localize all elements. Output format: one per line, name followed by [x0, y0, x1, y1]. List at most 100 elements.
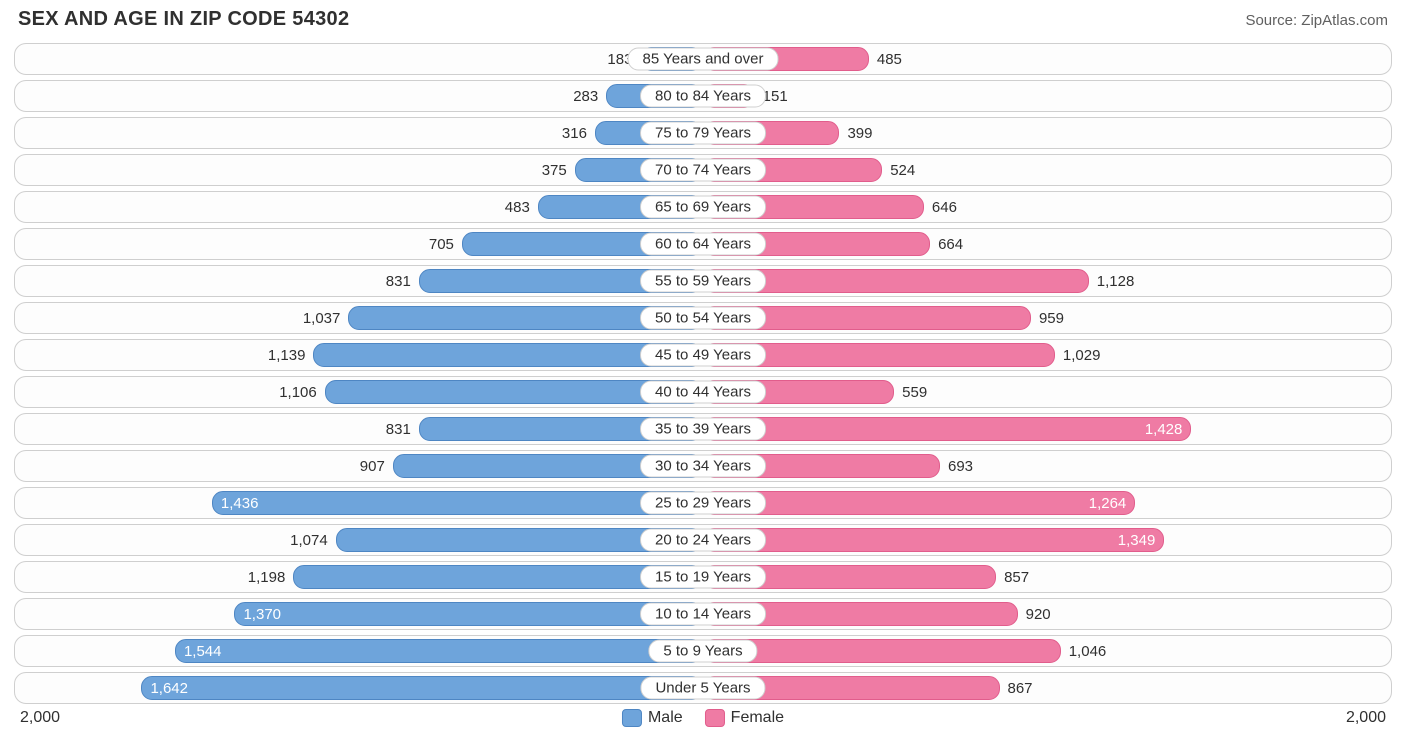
age-category-label: 25 to 29 Years [640, 492, 766, 515]
male-value: 1,370 [235, 606, 289, 623]
female-half: 920 [703, 602, 1387, 626]
male-half: 1,139 [19, 343, 703, 367]
chart-source: Source: ZipAtlas.com [1245, 12, 1388, 29]
female-half: 1,128 [703, 269, 1387, 293]
male-half: 1,436 [19, 491, 703, 515]
female-bar: 1,428 [703, 417, 1191, 441]
male-half: 1,074 [19, 528, 703, 552]
female-half: 664 [703, 232, 1387, 256]
axis-left-max: 2,000 [20, 709, 60, 727]
female-half: 959 [703, 306, 1387, 330]
male-half: 283 [19, 84, 703, 108]
male-half: 1,544 [19, 639, 703, 663]
chart-row: 1,10655940 to 44 Years [14, 376, 1392, 408]
female-half: 693 [703, 454, 1387, 478]
age-category-label: 40 to 44 Years [640, 381, 766, 404]
male-half: 183 [19, 47, 703, 71]
chart-row: 28315180 to 84 Years [14, 80, 1392, 112]
age-category-label: 85 Years and over [628, 48, 779, 71]
male-bar: 1,642 [141, 676, 703, 700]
male-value: 831 [378, 421, 419, 438]
male-value: 831 [378, 273, 419, 290]
legend: Male Female [622, 709, 784, 727]
male-value: 1,544 [176, 643, 230, 660]
male-bar: 1,436 [212, 491, 703, 515]
male-value: 1,106 [271, 384, 325, 401]
female-half: 524 [703, 158, 1387, 182]
chart-row: 70566460 to 64 Years [14, 228, 1392, 260]
male-value: 1,074 [282, 532, 336, 549]
male-value: 375 [534, 162, 575, 179]
female-half: 1,029 [703, 343, 1387, 367]
chart-title: SEX AND AGE IN ZIP CODE 54302 [18, 8, 349, 31]
legend-female: Female [705, 709, 784, 727]
chart-row: 907 69330 to 34 Years [14, 450, 1392, 482]
female-half: 1,428 [703, 417, 1387, 441]
chart-row: 1,074 1,349 20 to 24 Years [14, 524, 1392, 556]
chart-rows: 183 485 85 Years and over 28315180 to 84 Ye… [14, 43, 1392, 704]
legend-male: Male [622, 709, 683, 727]
male-value: 1,198 [240, 569, 294, 586]
age-category-label: 35 to 39 Years [640, 418, 766, 441]
female-half: 1,264 [703, 491, 1387, 515]
male-bar: 1,370 [234, 602, 703, 626]
male-half: 907 [19, 454, 703, 478]
male-half: 483 [19, 195, 703, 219]
chart-footer: 2,000 Male Female 2,000 [14, 709, 1392, 735]
male-half: 1,198 [19, 565, 703, 589]
chart-row: 483 646 65 to 69 Years [14, 191, 1392, 223]
age-category-label: 10 to 14 Years [640, 603, 766, 626]
male-value: 1,436 [213, 495, 267, 512]
male-half: 1,037 [19, 306, 703, 330]
male-value: 705 [421, 236, 462, 253]
female-bar: 1,264 [703, 491, 1135, 515]
legend-female-swatch [705, 709, 725, 727]
age-category-label: 20 to 24 Years [640, 529, 766, 552]
female-half: 485 [703, 47, 1387, 71]
female-half: 1,046 [703, 639, 1387, 663]
female-value: 1,264 [1081, 495, 1135, 512]
female-value: 1,128 [1089, 273, 1143, 290]
male-value: 1,139 [260, 347, 314, 364]
male-half: 1,106 [19, 380, 703, 404]
chart-header: SEX AND AGE IN ZIP CODE 54302 Source: Zi… [14, 8, 1392, 31]
female-half: 151 [703, 84, 1387, 108]
age-category-label: 5 to 9 Years [648, 640, 757, 663]
chart-row: 1,19885715 to 19 Years [14, 561, 1392, 593]
age-category-label: Under 5 Years [640, 677, 765, 700]
chart-row: 1,642 867 Under 5 Years [14, 672, 1392, 704]
age-category-label: 30 to 34 Years [640, 455, 766, 478]
female-half: 646 [703, 195, 1387, 219]
legend-male-swatch [622, 709, 642, 727]
female-value: 485 [869, 51, 910, 68]
age-category-label: 70 to 74 Years [640, 159, 766, 182]
male-half: 831 [19, 417, 703, 441]
chart-row: 831 1,42835 to 39 Years [14, 413, 1392, 445]
male-value: 1,642 [142, 680, 196, 697]
female-half: 857 [703, 565, 1387, 589]
male-bar: 1,544 [175, 639, 703, 663]
axis-right-max: 2,000 [1346, 709, 1386, 727]
chart-row: 1,139 1,02945 to 49 Years [14, 339, 1392, 371]
female-bar: 1,349 [703, 528, 1164, 552]
legend-male-label: Male [648, 709, 683, 727]
chart-row: 1,544 1,0465 to 9 Years [14, 635, 1392, 667]
chart-row: 831 1,128 55 to 59 Years [14, 265, 1392, 297]
female-half: 867 [703, 676, 1387, 700]
age-category-label: 50 to 54 Years [640, 307, 766, 330]
female-value: 646 [924, 199, 965, 216]
female-value: 524 [882, 162, 923, 179]
male-half: 1,370 [19, 602, 703, 626]
female-value: 867 [1000, 680, 1041, 697]
female-value: 664 [930, 236, 971, 253]
chart-row: 1,370 92010 to 14 Years [14, 598, 1392, 630]
female-half: 1,349 [703, 528, 1387, 552]
age-category-label: 65 to 69 Years [640, 196, 766, 219]
age-category-label: 45 to 49 Years [640, 344, 766, 367]
age-category-label: 55 to 59 Years [640, 270, 766, 293]
female-value: 1,349 [1110, 532, 1164, 549]
age-category-label: 75 to 79 Years [640, 122, 766, 145]
male-value: 907 [352, 458, 393, 475]
male-value: 483 [497, 199, 538, 216]
legend-female-label: Female [731, 709, 784, 727]
